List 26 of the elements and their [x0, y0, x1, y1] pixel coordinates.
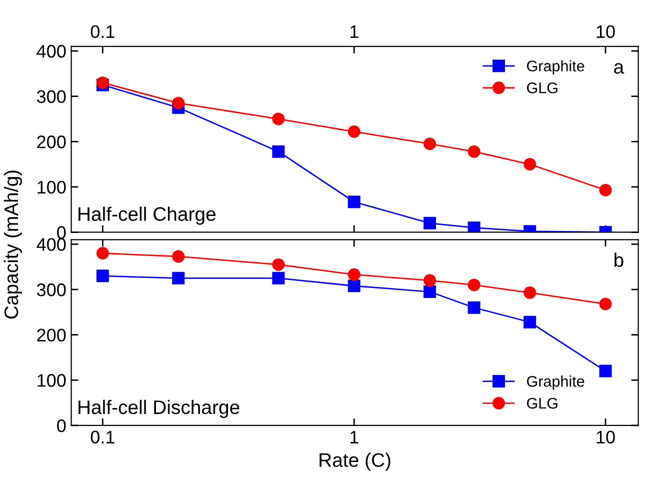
y-tick-label: 200: [37, 136, 66, 148]
annotation: Half-cell Charge: [78, 206, 216, 225]
annotation: Half-cell Discharge: [78, 400, 240, 418]
x-tick-label: 0.1: [90, 430, 114, 444]
y-tick-label: 0: [57, 226, 66, 239]
y-tick-label: 0: [57, 419, 66, 432]
y-tick-label: 300: [36, 283, 66, 296]
annotation: a: [614, 63, 624, 74]
y-tick-label: 300: [36, 90, 66, 104]
annotation: b: [614, 252, 624, 267]
y-tick-label: 100: [38, 180, 66, 194]
y-tick-label: 400: [36, 238, 66, 251]
x-tick-label: 1: [350, 430, 358, 444]
legend-label: GLG: [527, 82, 558, 94]
x-tick-label: 1: [350, 25, 358, 38]
x-tick-label: 10: [596, 430, 615, 444]
legend-label: GLG: [527, 398, 558, 409]
y-axis-title: Capacity (mAh/g): [4, 170, 22, 319]
x-tick-label: 10: [596, 25, 615, 38]
x-axis-title: Rate (C): [320, 452, 390, 471]
x-tick-label: 0.1: [90, 25, 114, 38]
legend-label: Graphite: [527, 376, 584, 390]
y-tick-label: 400: [36, 44, 66, 58]
legend-label: Graphite: [527, 60, 584, 74]
y-tick-label: 200: [37, 328, 66, 342]
y-tick-label: 100: [38, 374, 66, 387]
